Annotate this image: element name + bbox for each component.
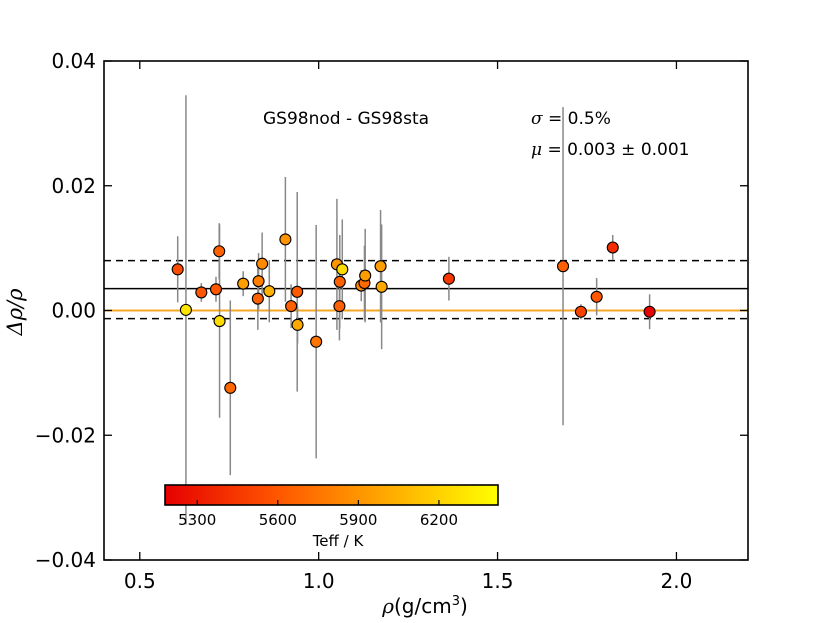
data-point <box>213 245 226 258</box>
data-point <box>310 335 323 348</box>
x-tick-label: 2.0 <box>661 569 693 593</box>
data-point <box>291 285 304 298</box>
y-tick-label: −0.04 <box>35 548 96 572</box>
mu-value: = 0.003 ± 0.001 <box>542 140 689 160</box>
data-point <box>336 263 349 276</box>
x-axis-symbol: ρ <box>381 594 394 618</box>
mu-annotation: μ = 0.003 ± 0.001 <box>531 140 690 160</box>
data-point <box>251 292 264 305</box>
x-axis-unit: (g/cm <box>394 594 452 618</box>
data-point <box>374 260 387 273</box>
y-tick-label: 0.00 <box>51 299 96 323</box>
data-point <box>213 315 226 328</box>
colorbar-tick-label: 5300 <box>178 511 216 529</box>
colorbar-tick-label: 5900 <box>339 511 377 529</box>
colorbar-label: Teff / K <box>312 532 365 550</box>
data-point <box>442 272 455 285</box>
data-point <box>556 260 570 273</box>
mu-symbol: μ <box>531 140 542 160</box>
data-point <box>590 290 603 303</box>
sigma-symbol: σ <box>531 109 543 129</box>
y-tick-label: −0.02 <box>35 423 96 447</box>
colorbar-tick-label: 5600 <box>259 511 297 529</box>
data-point <box>256 257 269 270</box>
data-point <box>252 275 265 288</box>
x-tick-label: 1.0 <box>303 569 335 593</box>
data-point <box>333 275 346 288</box>
y-axis-label: Δρ/ρ <box>3 288 27 337</box>
x-axis-close: ) <box>460 594 468 618</box>
sigma-annotation: σ = 0.5% <box>531 109 611 129</box>
data-point <box>574 305 587 318</box>
comparison-label: GS98nod - GS98sta <box>263 109 429 129</box>
data-point <box>279 233 292 246</box>
x-tick-label: 0.5 <box>124 569 156 593</box>
sigma-value: = 0.5% <box>543 109 611 129</box>
x-axis-label: ρ(g/cm3) <box>381 594 468 618</box>
data-point <box>224 381 237 394</box>
y-tick-label: 0.02 <box>51 174 96 198</box>
data-point <box>263 285 276 298</box>
data-point <box>291 318 304 331</box>
data-point <box>359 269 372 282</box>
data-point <box>333 300 346 313</box>
data-point <box>643 305 656 318</box>
data-point <box>195 286 208 299</box>
data-point <box>171 263 184 276</box>
axis-ticks: 0.5 1.0 1.5 2.0 −0.04 −0.02 0.00 0.02 0.04 <box>35 49 748 593</box>
data-point <box>237 277 250 290</box>
colorbar <box>164 484 499 506</box>
x-tick-label: 1.5 <box>482 569 514 593</box>
x-axis-power: 3 <box>452 594 460 609</box>
data-point <box>606 241 619 254</box>
data-point <box>375 280 388 293</box>
data-points <box>171 233 656 394</box>
y-tick-label: 0.04 <box>51 49 96 73</box>
data-point <box>285 300 298 313</box>
colorbar-tick-label: 6200 <box>420 511 458 529</box>
data-point <box>179 303 192 316</box>
colorbar-ticks: 5300 5600 5900 6200 <box>178 500 458 529</box>
data-point <box>209 283 223 296</box>
